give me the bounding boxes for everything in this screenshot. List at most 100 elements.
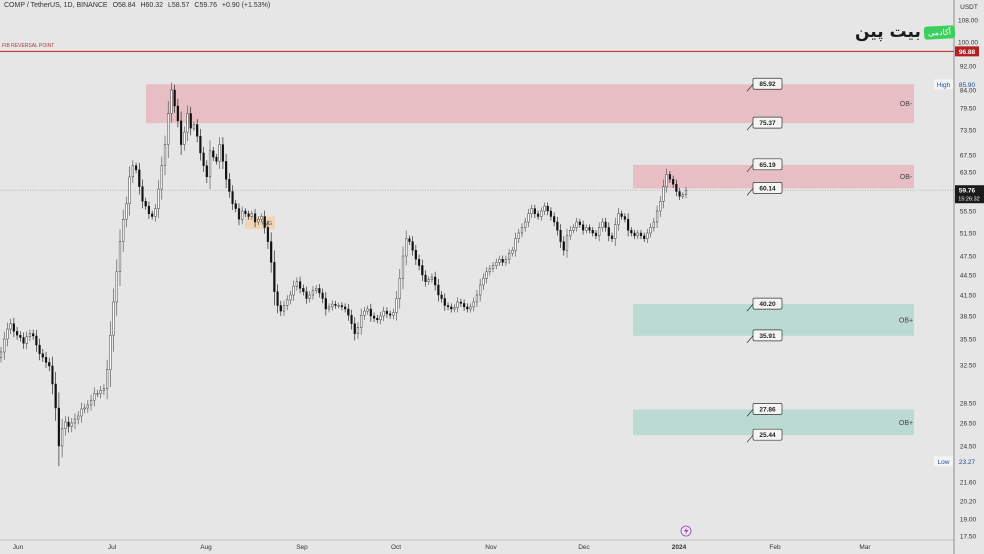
callout-pointer [746, 303, 754, 312]
candle [498, 258, 501, 263]
candle [466, 306, 469, 310]
candle [456, 301, 459, 308]
candle [598, 227, 601, 237]
candle [163, 144, 167, 166]
zones-layer: OB- OB- OB+ OB+ FVG [0, 50, 954, 436]
candle [414, 250, 417, 260]
candle [585, 227, 588, 231]
order-block-zone [633, 164, 914, 189]
extreme-value: 23.27 [959, 459, 976, 466]
candle [276, 291, 279, 306]
candle [83, 407, 86, 410]
candle [57, 407, 60, 447]
price-tick: 92.00 [960, 64, 977, 71]
candle [241, 210, 244, 220]
time-tick: Jul [108, 544, 117, 551]
candle [196, 124, 199, 137]
candle [253, 213, 257, 223]
candle [199, 136, 202, 154]
candle [440, 294, 443, 299]
candle [668, 174, 672, 180]
candle [636, 232, 639, 237]
candle [614, 224, 617, 239]
candle [530, 208, 533, 214]
candle [681, 194, 684, 197]
candle [173, 89, 176, 107]
candle [289, 294, 292, 301]
candle [643, 235, 646, 239]
candle [630, 230, 633, 234]
candle [543, 205, 546, 212]
candle [482, 278, 485, 286]
candle [67, 421, 70, 427]
candle [588, 227, 591, 231]
candle [138, 169, 141, 187]
candle [453, 307, 456, 310]
candle [488, 268, 491, 273]
candle [54, 383, 57, 409]
candle [504, 258, 507, 263]
candle [208, 150, 212, 178]
candle [610, 235, 614, 239]
candle [546, 205, 549, 212]
candle [331, 303, 334, 308]
price-tick: 73.50 [960, 128, 977, 135]
price-tick: 17.50 [960, 534, 977, 541]
candle [360, 315, 363, 328]
candle [665, 174, 668, 187]
candle [141, 186, 144, 202]
candle [93, 393, 96, 401]
candle [655, 210, 659, 223]
candle [385, 310, 388, 315]
candle [472, 301, 475, 308]
candle [479, 284, 482, 296]
candle [22, 337, 25, 344]
candle [160, 165, 163, 190]
price-tick: 51.50 [960, 231, 977, 238]
price-tick: 44.50 [960, 273, 977, 280]
candle [48, 362, 51, 367]
candle [324, 298, 327, 310]
candle [106, 369, 109, 389]
price-tick: 35.50 [960, 337, 977, 344]
callout-box [752, 158, 783, 171]
candle [344, 306, 347, 310]
candle [417, 258, 421, 266]
candle [234, 203, 237, 209]
candle [540, 210, 543, 217]
zone-label: OB- [900, 174, 913, 181]
price-tick: 21.60 [960, 480, 977, 487]
candle [231, 191, 234, 204]
candle [379, 315, 382, 321]
candle [434, 276, 437, 286]
candle [652, 221, 655, 228]
candle [180, 120, 183, 145]
current-price-label: 59.76 [959, 188, 976, 195]
candle [678, 191, 681, 197]
candle [315, 288, 318, 291]
candle [520, 227, 524, 234]
price-tick: 47.50 [960, 254, 977, 261]
candle [257, 219, 260, 223]
candle [19, 334, 22, 338]
candle [327, 306, 331, 310]
candle [170, 89, 173, 114]
candle [225, 161, 228, 180]
candle [44, 357, 48, 363]
candle [334, 303, 337, 306]
candle [353, 323, 356, 334]
candle [389, 313, 392, 316]
logo-text: بیت پین [855, 22, 921, 42]
callout-box [752, 182, 783, 194]
candle [337, 305, 340, 307]
extreme-tag [934, 456, 953, 467]
candle [392, 312, 395, 316]
extreme-label: High [937, 82, 951, 89]
candle [295, 281, 298, 287]
candle [154, 208, 157, 217]
candle [311, 290, 315, 296]
candle [102, 388, 105, 391]
candle [475, 294, 479, 303]
countdown-label: 15:26:32 [958, 197, 979, 203]
